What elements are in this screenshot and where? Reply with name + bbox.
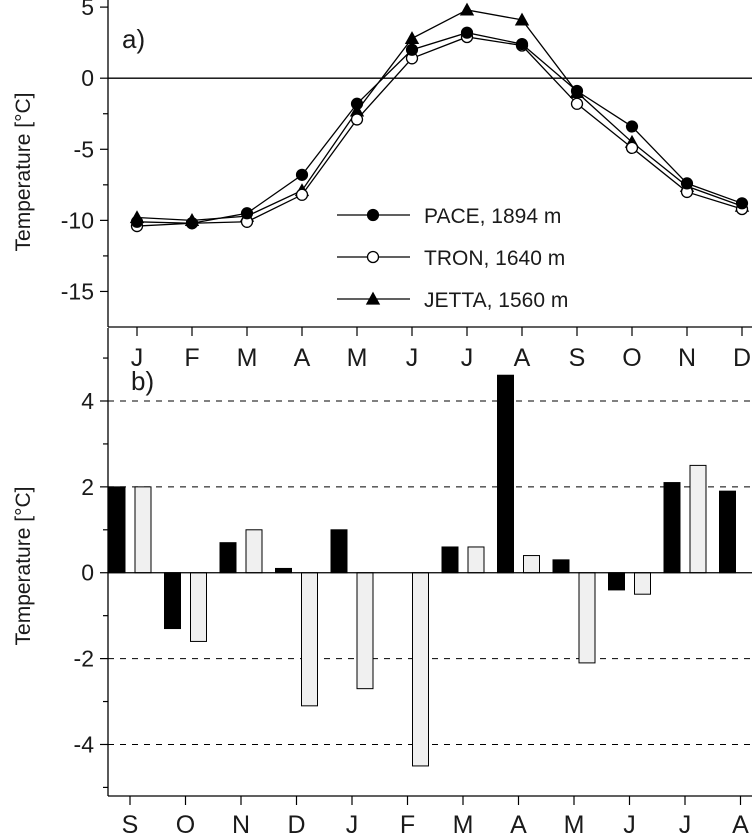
panel-a-x-tick-label: O: [622, 344, 641, 372]
panel-b-bar: [467, 546, 485, 574]
panel-a-data-point: [735, 197, 749, 210]
panel-b-bar: [356, 572, 374, 690]
panel-a-data-point: [240, 207, 254, 220]
panel-a-x-tick-label: J: [131, 344, 144, 372]
panel-a-y-tick-label: -5: [74, 136, 94, 162]
panel-b-bar: [552, 559, 570, 574]
panel-b-bar: [441, 546, 459, 574]
legend-marker-sample: [366, 208, 380, 222]
panel-b-x-tick-label: M: [564, 811, 585, 838]
panel-b-x-tick-label: J: [679, 811, 692, 838]
panel-b-temperature-anomaly: b) Temperature [°C] 4 2 0 -2 -4 S O N D J F M A M J J A: [12, 328, 752, 838]
panel-a-data-point: [625, 141, 639, 155]
panel-a-data-point: [625, 120, 639, 133]
panel-a-data-point: [350, 113, 364, 126]
panel-b-x-tick-label: A: [732, 811, 749, 838]
legend-label: PACE, 1894 m: [424, 205, 561, 228]
panel-a-x-tick-label: F: [184, 344, 199, 372]
panel-a-data-point: [130, 215, 144, 228]
panel-a-x-tick-label: M: [237, 344, 258, 372]
panel-b-bar: [634, 572, 651, 595]
panel-b-y-tick-label: 4: [81, 388, 94, 414]
panel-a-data-point: [460, 26, 474, 39]
panel-a-y-tick-label: -15: [61, 278, 94, 304]
panel-b-y-tick-label: -2: [74, 646, 94, 672]
panel-a-x-tick-label: M: [347, 344, 368, 372]
panel-a-series-line: [136, 36, 743, 227]
panel-a-y-tick-label: 5: [81, 0, 94, 20]
panel-a-series-lines: [136, 9, 743, 227]
panel-b-bar: [190, 572, 207, 642]
panel-a-data-point: [680, 177, 694, 190]
panel-a-data-point: [459, 2, 475, 16]
panel-b-bar: [608, 572, 625, 591]
panel-a-data-point: [404, 31, 420, 44]
panel-b-axes: 4 2 0 -2 -4 S O N D J F M A M J J A: [74, 328, 752, 838]
legend-marker-sample: [365, 291, 381, 305]
panel-a-y-tick-label: -10: [61, 207, 94, 233]
panel-a-data-point: [514, 12, 530, 26]
panel-b-y-tick-label: 0: [81, 560, 94, 586]
panel-a-label: a): [122, 24, 145, 54]
legend-label: TRON, 1640 m: [424, 247, 565, 270]
panel-a-x-tick-label: J: [406, 344, 419, 372]
panel-a-x-tick-label: A: [294, 344, 311, 372]
panel-a-data-point: [405, 43, 419, 56]
panel-b-x-tick-label: J: [346, 811, 359, 838]
panel-a-data-point: [515, 37, 529, 51]
panel-b-bar: [663, 482, 681, 574]
panel-a-data-point: [295, 188, 309, 201]
panel-b-bar: [689, 464, 707, 574]
panel-b-bar: [245, 529, 263, 574]
panel-a-axes: 5 0 -5 -10 -15 J F M A M J J A S O N D: [61, 0, 752, 372]
panel-b-x-tick-label: S: [122, 811, 139, 838]
panel-b-bar: [578, 572, 596, 664]
panel-a-x-tick-label: S: [569, 344, 586, 372]
panel-a-series-line: [136, 9, 743, 222]
panel-b-y-axis-title: Temperature [°C]: [12, 487, 35, 646]
panel-a-data-point: [185, 217, 199, 230]
panel-b-x-tick-label: N: [232, 811, 250, 838]
panel-b-bar: [412, 572, 429, 767]
panel-a-series-markers: [129, 2, 750, 233]
panel-b-x-tick-label: M: [453, 811, 474, 838]
panel-a-temperature-cycle: a) Temperature [°C] 5 0 -5 -10 -15 J F M A M J J A S O…: [12, 0, 752, 372]
panel-b-y-tick-label: -4: [74, 731, 95, 757]
panel-b-bar: [719, 490, 736, 574]
panel-a-x-tick-label: A: [514, 344, 531, 372]
panel-a-data-point: [295, 168, 309, 181]
panel-a-y-axis-title: Temperature [°C]: [12, 93, 35, 252]
panel-b-x-tick-label: J: [623, 811, 636, 838]
panel-b-bar: [219, 542, 237, 574]
panel-a-data-point: [570, 84, 584, 98]
panel-b-bars: [108, 374, 736, 767]
panel-a-y-tick-label: 0: [81, 65, 94, 91]
panel-b-bar: [497, 374, 514, 574]
panel-b-x-tick-label: F: [400, 811, 415, 838]
panel-b-label: b): [131, 366, 154, 396]
panel-b-bar: [301, 572, 318, 707]
panel-b-y-tick-label: 2: [81, 474, 94, 500]
panel-b-x-tick-label: A: [510, 811, 527, 838]
panel-b-x-tick-label: D: [287, 811, 305, 838]
panel-a-data-point: [570, 97, 584, 110]
legend-marker-sample: [366, 250, 380, 264]
panel-a-data-point: [350, 97, 364, 110]
panel-a-x-tick-label: D: [733, 344, 751, 372]
panel-b-bar: [108, 486, 126, 574]
panel-b-bar: [523, 555, 540, 574]
panel-a-x-tick-label: J: [461, 344, 474, 372]
legend-label: JETTA, 1560 m: [424, 289, 568, 312]
panel-b-bar: [134, 486, 152, 574]
panel-b-x-tick-label: O: [176, 811, 195, 838]
panel-a-legend: PACE, 1894 m TRON, 1640 m JETTA, 1560 m: [337, 205, 568, 312]
panel-a-x-tick-label: N: [678, 344, 696, 372]
panel-a-series-line: [136, 32, 743, 224]
panel-b-bar: [164, 572, 181, 630]
panel-b-bar: [330, 529, 348, 574]
